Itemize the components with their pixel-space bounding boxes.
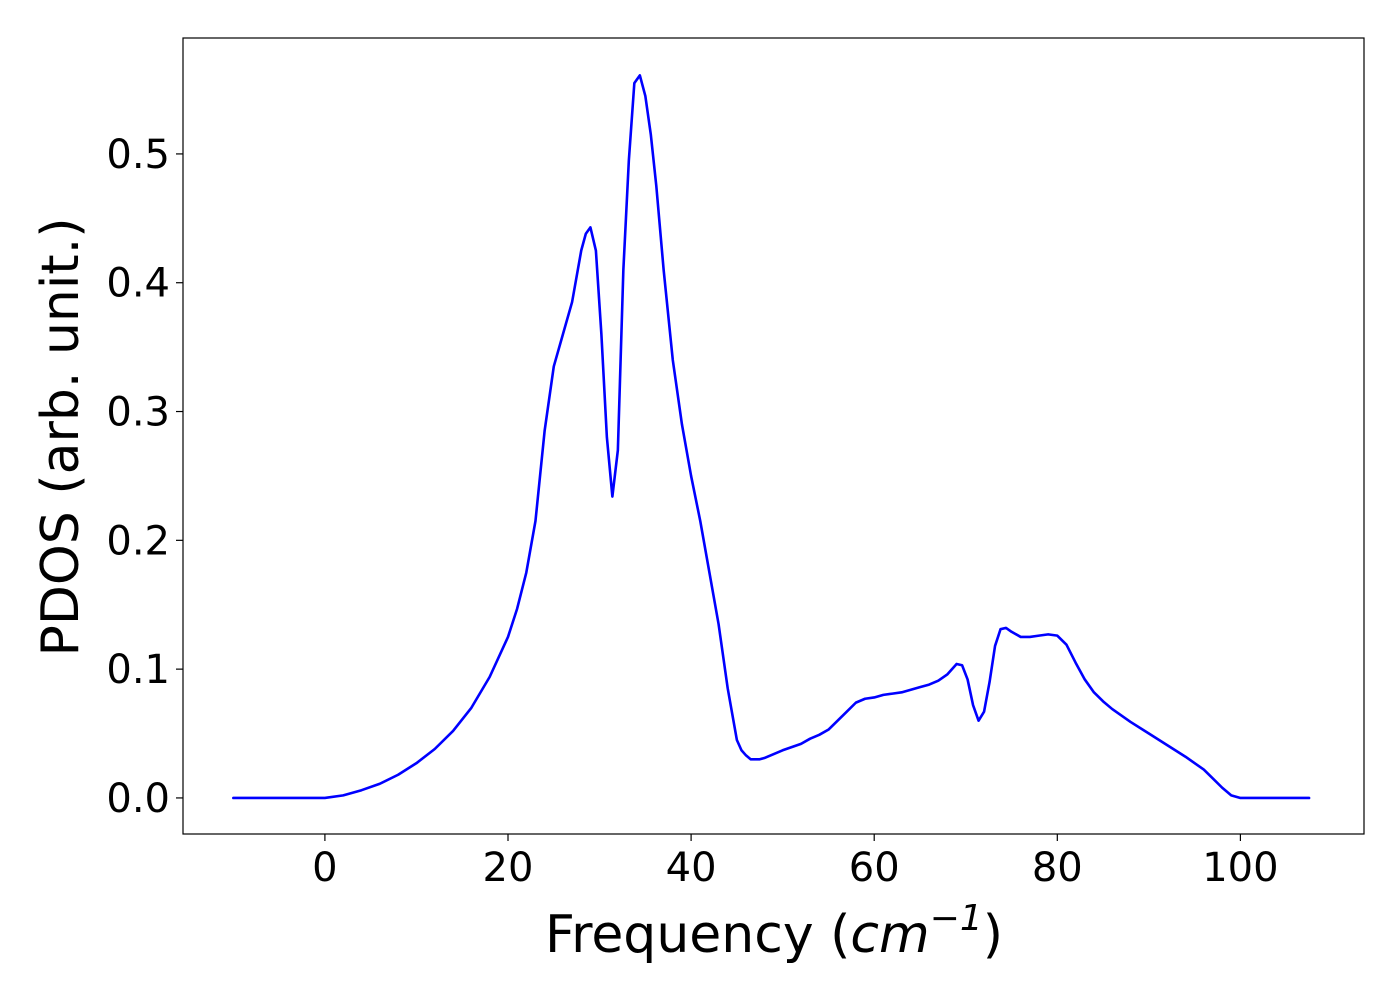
y-tick-label: 0.1 (106, 647, 170, 693)
y-axis-title: PDOS (arb. unit.) (31, 217, 91, 656)
x-axis-title: Frequency (cm−1) (545, 898, 1003, 965)
x-axis-title-suffix: ) (983, 905, 1003, 965)
x-axis-title-unit: cm (850, 905, 929, 965)
x-tick-label: 40 (666, 845, 717, 891)
x-axis-title-prefix: Frequency ( (545, 905, 850, 965)
x-tick-label: 20 (483, 845, 534, 891)
x-tick-label: 80 (1032, 845, 1083, 891)
plot-area (232, 74, 1311, 800)
y-tick-label: 0.3 (106, 390, 170, 436)
pdos-series-line (232, 74, 1311, 800)
x-axis-ticks: 0 20 40 60 80 100 (312, 834, 1279, 891)
y-tick-label: 0.4 (106, 261, 170, 307)
x-tick-label: 60 (849, 845, 900, 891)
y-axis-ticks: 0.0 0.1 0.2 0.3 0.4 0.5 (106, 132, 183, 822)
axes-frame (182, 37, 1365, 835)
x-tick-label: 0 (312, 845, 337, 891)
x-tick-label: 100 (1202, 845, 1278, 891)
y-tick-label: 0.2 (106, 518, 170, 564)
y-tick-label: 0.0 (106, 776, 170, 822)
x-axis-title-exponent: −1 (930, 898, 983, 939)
y-tick-label: 0.5 (106, 132, 170, 178)
